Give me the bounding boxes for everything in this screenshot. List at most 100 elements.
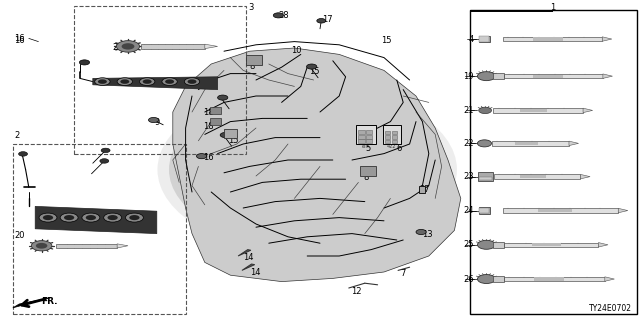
Polygon shape bbox=[117, 244, 128, 248]
Circle shape bbox=[117, 78, 132, 85]
Bar bbox=[358, 139, 365, 143]
Circle shape bbox=[43, 215, 53, 220]
Circle shape bbox=[116, 41, 140, 52]
Bar bbox=[366, 139, 372, 143]
Circle shape bbox=[120, 79, 129, 84]
Polygon shape bbox=[205, 44, 218, 49]
Circle shape bbox=[162, 78, 177, 85]
Circle shape bbox=[129, 215, 140, 220]
Text: 20: 20 bbox=[14, 231, 24, 240]
Bar bbox=[479, 207, 490, 214]
Bar bbox=[224, 129, 237, 138]
Polygon shape bbox=[583, 108, 593, 113]
Text: 20: 20 bbox=[112, 43, 122, 52]
Circle shape bbox=[165, 79, 174, 84]
Circle shape bbox=[188, 79, 196, 84]
Text: 10: 10 bbox=[291, 46, 301, 55]
Circle shape bbox=[31, 241, 52, 251]
Text: 16: 16 bbox=[204, 153, 214, 162]
Circle shape bbox=[307, 64, 317, 69]
Bar bbox=[74, 6, 246, 154]
Text: TY24E0702: TY24E0702 bbox=[589, 304, 632, 313]
Bar bbox=[532, 243, 561, 246]
Text: 4: 4 bbox=[468, 35, 474, 44]
Bar bbox=[534, 277, 564, 281]
Polygon shape bbox=[173, 48, 461, 282]
Bar bbox=[141, 44, 205, 49]
Circle shape bbox=[104, 213, 122, 222]
Bar bbox=[504, 277, 605, 281]
Bar bbox=[56, 244, 117, 248]
Bar bbox=[366, 135, 372, 139]
Bar bbox=[358, 135, 365, 139]
Bar bbox=[492, 141, 569, 146]
Bar bbox=[503, 37, 602, 41]
Circle shape bbox=[100, 159, 109, 163]
Bar bbox=[493, 108, 583, 113]
Bar bbox=[479, 208, 489, 213]
Text: 9: 9 bbox=[155, 118, 160, 127]
Text: 14: 14 bbox=[250, 268, 260, 277]
Bar bbox=[493, 276, 504, 282]
Bar bbox=[534, 75, 563, 78]
Text: 22: 22 bbox=[463, 139, 474, 148]
Bar bbox=[385, 131, 390, 134]
Circle shape bbox=[122, 43, 134, 50]
Circle shape bbox=[184, 78, 200, 85]
Bar bbox=[385, 140, 390, 143]
Text: 15: 15 bbox=[309, 67, 319, 76]
Bar bbox=[532, 37, 563, 41]
Bar bbox=[470, 10, 637, 314]
Bar bbox=[246, 55, 262, 65]
Ellipse shape bbox=[186, 102, 428, 237]
Circle shape bbox=[95, 78, 110, 85]
Text: 11: 11 bbox=[226, 132, 236, 140]
Bar bbox=[358, 130, 365, 134]
Bar bbox=[392, 140, 397, 143]
Text: 24: 24 bbox=[463, 206, 474, 215]
Circle shape bbox=[477, 240, 495, 249]
Bar bbox=[366, 130, 372, 134]
Bar bbox=[360, 166, 376, 176]
Text: 13: 13 bbox=[422, 230, 433, 239]
Bar bbox=[392, 135, 397, 139]
Text: 25: 25 bbox=[463, 240, 474, 249]
Circle shape bbox=[101, 148, 110, 153]
Bar bbox=[504, 243, 598, 247]
Bar bbox=[479, 36, 489, 42]
Bar bbox=[210, 118, 221, 125]
Text: 15: 15 bbox=[228, 136, 239, 145]
Ellipse shape bbox=[157, 86, 457, 253]
Circle shape bbox=[60, 213, 78, 222]
Polygon shape bbox=[93, 77, 218, 90]
Bar bbox=[503, 208, 618, 213]
Bar bbox=[520, 175, 546, 178]
Circle shape bbox=[317, 19, 326, 23]
Text: 23: 23 bbox=[463, 172, 474, 181]
Polygon shape bbox=[569, 141, 579, 146]
Bar bbox=[419, 186, 425, 193]
Circle shape bbox=[416, 229, 426, 235]
Bar bbox=[493, 242, 504, 248]
Bar bbox=[383, 125, 401, 144]
Text: 15: 15 bbox=[381, 36, 391, 45]
Text: 8: 8 bbox=[250, 62, 255, 71]
Circle shape bbox=[108, 215, 118, 220]
Bar bbox=[210, 107, 221, 114]
Text: 16: 16 bbox=[14, 34, 25, 43]
Circle shape bbox=[36, 243, 47, 249]
Circle shape bbox=[477, 140, 492, 147]
Polygon shape bbox=[598, 243, 608, 247]
Bar bbox=[515, 142, 538, 145]
Text: FR.: FR. bbox=[42, 297, 58, 306]
Bar bbox=[479, 177, 492, 180]
Text: 3: 3 bbox=[248, 4, 253, 12]
Text: 1: 1 bbox=[550, 4, 555, 12]
Text: 8: 8 bbox=[363, 173, 368, 182]
Bar bbox=[478, 172, 493, 181]
Bar bbox=[356, 125, 376, 144]
Circle shape bbox=[218, 95, 228, 100]
Circle shape bbox=[273, 13, 284, 18]
Text: 28: 28 bbox=[278, 12, 289, 20]
Bar bbox=[538, 209, 572, 212]
